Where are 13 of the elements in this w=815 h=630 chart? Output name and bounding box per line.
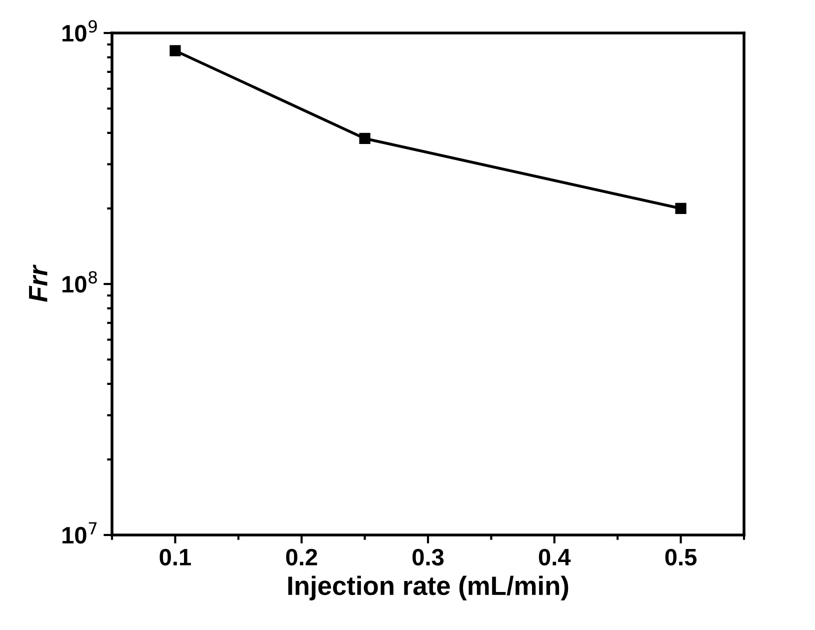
y-tick-label: 10$^{9}$ xyxy=(62,20,97,42)
y-tick-label: 10$^{8}$ xyxy=(62,271,97,293)
x-tick-label: 0.1 xyxy=(160,548,191,566)
y-axis-title: Frr xyxy=(29,264,48,302)
y-tick-label: 10$^{7}$ xyxy=(62,522,97,544)
x-tick-label: 0.5 xyxy=(665,548,697,566)
x-tick-label: 0.2 xyxy=(286,548,318,566)
point xyxy=(170,45,181,56)
point xyxy=(675,202,686,214)
x-tick-label: 0.4 xyxy=(538,548,571,566)
point xyxy=(359,132,370,144)
x-axis-title: Injection rate (mL/min) xyxy=(288,576,568,600)
x-tick-label: 0.3 xyxy=(412,548,444,566)
